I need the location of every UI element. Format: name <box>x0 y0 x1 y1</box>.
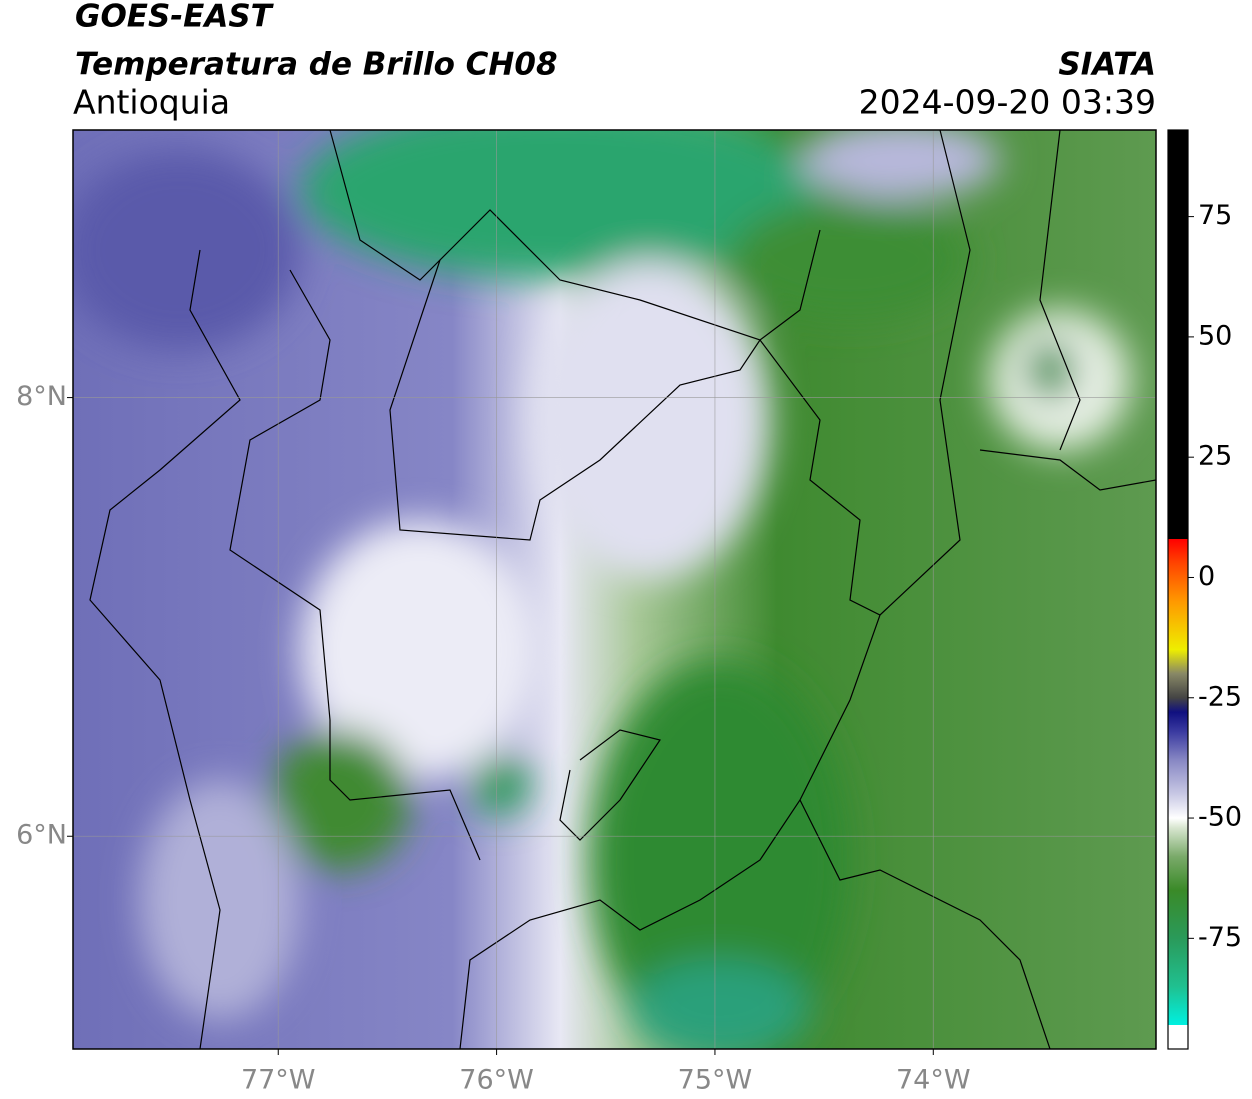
agency: SIATA <box>1058 47 1156 83</box>
colorbar <box>1167 129 1189 1050</box>
subtitle: Temperatura de Brillo CH08 <box>75 47 558 83</box>
x-tick-label: 75°W <box>678 1065 753 1096</box>
colorbar-label: 75 <box>1198 200 1232 231</box>
colorbar-label: -75 <box>1198 922 1242 953</box>
x-tick-label: 74°W <box>896 1065 971 1096</box>
region: Antioquia <box>73 83 230 122</box>
y-tick-label: 6°N <box>16 820 67 851</box>
colorbar-label: 25 <box>1198 441 1232 472</box>
colorbar-label: 0 <box>1198 561 1215 592</box>
x-tick-label: 77°W <box>241 1065 316 1096</box>
datetime: 2024-09-20 03:39 <box>859 83 1156 122</box>
colorbar-label: -50 <box>1198 802 1242 833</box>
title: GOES-EAST <box>75 0 275 35</box>
colorbar-label: -25 <box>1198 681 1242 712</box>
map-frame <box>72 129 1157 1050</box>
colorbar-label: 50 <box>1198 320 1232 351</box>
y-tick-label: 8°N <box>16 381 67 412</box>
x-tick-label: 76°W <box>459 1065 534 1096</box>
imagery <box>73 130 1156 1049</box>
